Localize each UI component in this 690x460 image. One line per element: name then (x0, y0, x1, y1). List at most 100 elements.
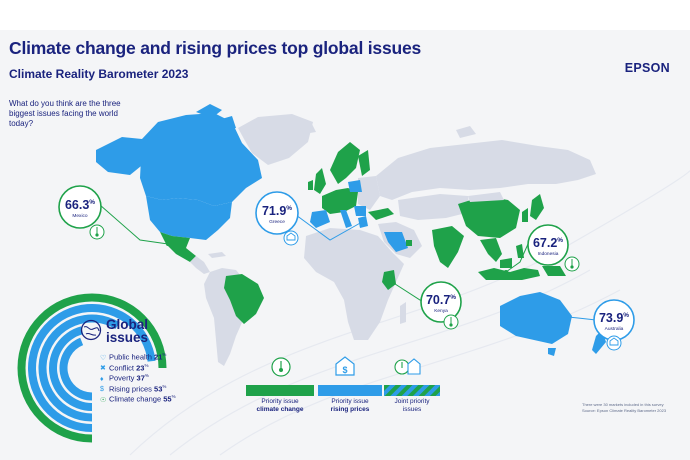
callout-pct-indonesia: 67.2% (532, 236, 564, 250)
callout-pct-kenya: 70.7% (425, 293, 457, 307)
conflict-icon: ✖ (100, 365, 106, 372)
callout-indonesia (504, 224, 580, 274)
southeast-asia (480, 238, 502, 262)
global-issue-label: Rising prices (109, 384, 152, 393)
legend-swatch-rising-prices (318, 385, 382, 396)
global-issue-row: ✖ Conflict 23% (100, 363, 148, 373)
uae (406, 240, 412, 246)
legend-label-joint-priority: Joint priority issues (372, 398, 452, 414)
global-issue-value: 23 (136, 363, 145, 372)
radial-bar-poverty (38, 314, 120, 422)
callout-pct-greece: 71.9% (261, 204, 293, 218)
global-issue-row: ♡ Public health 21% (100, 352, 166, 362)
svg-text:$: $ (342, 365, 347, 375)
callout-country-kenya: Kenya (434, 309, 448, 314)
legend-rising-prices: $ (318, 356, 382, 396)
global-issues-radial-chart (17, 293, 167, 443)
callout-pct-australia: 73.9% (598, 311, 630, 325)
global-issue-label: Poverty (109, 373, 135, 383)
global-issue-value: 21 (154, 352, 163, 362)
callout-mexico (58, 185, 170, 246)
global-issues-title-text: Global issues (106, 317, 149, 345)
global-issue-unit: % (144, 373, 149, 378)
iberia (310, 210, 330, 228)
italy (340, 210, 352, 228)
scandinavia (330, 142, 360, 184)
balkans (354, 206, 366, 216)
north-america (96, 104, 313, 274)
legend-line1: Priority issue (261, 398, 299, 405)
central-asia (398, 194, 470, 220)
legend: $ (246, 356, 440, 396)
callout-country-mexico: Mexico (72, 214, 88, 219)
china (458, 196, 520, 238)
eastern-europe (358, 176, 380, 210)
global-issue-unit: % (162, 352, 167, 357)
korea (522, 208, 528, 222)
usa (146, 196, 232, 240)
uk (314, 168, 326, 194)
philippines (516, 244, 524, 258)
legend-swatch-climate-change (246, 385, 314, 396)
page-title: Climate change and rising prices top glo… (9, 38, 422, 58)
global-issue-unit: % (144, 362, 149, 368)
finland (358, 150, 370, 176)
japan (530, 194, 544, 220)
global-issue-label: Climate change (109, 394, 162, 404)
callout-pct-mexico: 66.3% (64, 198, 96, 212)
asia (368, 126, 596, 280)
global-issue-unit: % (162, 383, 167, 389)
thermometer-icon: ☉ (100, 396, 107, 404)
greenland (238, 114, 313, 165)
global-issue-value: 37 (136, 373, 145, 383)
global-issue-row: ☉ Climate change 55% (100, 394, 176, 404)
callout-australia (556, 299, 635, 351)
ireland (308, 180, 313, 190)
borneo (500, 258, 512, 268)
legend-swatch-joint-priority (384, 385, 440, 396)
brand-logo: EPSON (624, 61, 670, 75)
canada-island-1 (196, 104, 222, 118)
survey-question: What do you think are the three biggest … (9, 99, 121, 128)
arctic-islands (456, 126, 476, 138)
south-america (204, 268, 264, 366)
africa-other (304, 228, 404, 340)
saudi-arabia (384, 232, 408, 252)
iceland (300, 124, 316, 134)
mexico (160, 232, 196, 262)
callout-kenya (390, 280, 462, 330)
global-issue-value: 55 (163, 394, 172, 404)
western-europe (322, 188, 358, 214)
central-america (190, 256, 210, 274)
legend-label-rising-prices: Priority issue rising prices (310, 398, 390, 414)
new-guinea (542, 266, 566, 276)
callout-country-indonesia: Indonesia (537, 252, 559, 257)
legend-joint-priority (384, 358, 440, 396)
global-issue-label: Conflict (109, 363, 135, 372)
callout-country-australia: Australia (604, 327, 624, 332)
mongolia (468, 192, 504, 202)
legend-label-climate-change: Priority issue climate change (240, 398, 320, 414)
global-issue-label: Public health (109, 352, 152, 362)
madagascar (400, 302, 406, 324)
footnote-line1: There were 30 markets included in this s… (582, 402, 664, 407)
heart-health-icon: ♡ (100, 354, 107, 362)
europe (300, 124, 380, 228)
legend-line2: climate change (256, 406, 304, 413)
global-issue-row: ♦ Poverty 37% (100, 373, 149, 383)
house-dollar-icon (335, 356, 355, 376)
radial-bar-public-health (59, 337, 92, 401)
canada (140, 113, 262, 206)
russia (376, 140, 596, 200)
tasmania (548, 348, 556, 356)
oceania (500, 292, 606, 356)
global-issues-title: Global issues (106, 317, 154, 345)
legend-climate-change (246, 357, 314, 396)
global-issue-row: $ Rising prices 53% (100, 384, 166, 394)
legend-line1: Priority issue (331, 398, 369, 405)
radial-bar-conflict (48, 326, 92, 411)
global-issue-unit: % (171, 394, 176, 399)
callout-greece (255, 191, 364, 246)
